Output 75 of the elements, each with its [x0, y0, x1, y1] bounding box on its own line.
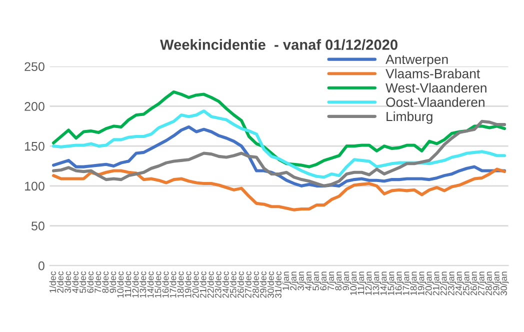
x-tick-label: 5/dec: [79, 271, 86, 293]
x-tick-label: 3/dec: [64, 271, 71, 293]
x-tick-label: 1/jan: [282, 272, 291, 290]
x-tick-label: 1/dec: [49, 271, 56, 293]
x-tick-label: 30/dec: [267, 271, 274, 298]
x-tick-label: 6/jan: [320, 272, 328, 290]
x-tick-label: 12/jan: [365, 272, 374, 296]
x-tick-label: 8/jan: [334, 272, 344, 290]
x-tick-label: 13/jan: [372, 272, 381, 296]
y-tick-label: 0: [38, 261, 44, 270]
x-tick-label: 29/jan: [492, 272, 502, 296]
x-tick-label: 22/dec: [207, 271, 214, 298]
legend-label: Limburg: [386, 111, 432, 124]
x-tick-label: 27/jan: [478, 272, 486, 296]
y-tick-label: 50: [32, 222, 44, 230]
x-tick-label: 26/jan: [470, 272, 479, 296]
x-tick-label: 16/jan: [395, 272, 404, 296]
x-tick-label: 4/dec: [72, 271, 79, 294]
legend-label: Oost-Vlaanderen: [386, 97, 484, 107]
x-tick-label: 24/jan: [455, 272, 464, 296]
x-tick-label: 8/dec: [102, 271, 109, 293]
x-tick-label: 20/jan: [425, 272, 434, 296]
x-tick-label: 10/dec: [116, 271, 124, 298]
x-tick-label: 17/dec: [170, 271, 176, 298]
x-tick-label: 23/jan: [448, 272, 456, 296]
x-tick-label: 10/jan: [350, 272, 358, 296]
x-tick-label: 17/jan: [402, 272, 412, 296]
x-tick-label: 11/jan: [358, 272, 366, 294]
x-tick-label: 7/dec: [94, 271, 102, 293]
x-tick-label: 2/dec: [56, 271, 64, 293]
x-tick-label: 21/dec: [200, 271, 206, 298]
x-tick-label: 25/jan: [462, 272, 472, 296]
x-tick-label: 18/jan: [410, 272, 419, 296]
y-tick-label: 100: [25, 182, 44, 191]
line-series: [52, 168, 506, 212]
x-tick-label: 12/dec: [132, 271, 139, 298]
x-tick-label: 26/dec: [237, 271, 244, 298]
x-tick-label: 14/jan: [380, 272, 388, 296]
x-tick-label: 11/dec: [124, 271, 132, 297]
x-tick-label: 3/jan: [297, 272, 306, 290]
x-tick-label: 5/jan: [312, 272, 321, 290]
x-tick-label: 9/dec: [109, 271, 116, 293]
x-tick-label: 27/dec: [244, 271, 252, 298]
x-tick-label: 4/jan: [304, 272, 314, 291]
x-tick-label: 9/jan: [342, 272, 351, 290]
legend-label: Vlaams-Brabant: [386, 68, 480, 78]
x-tick-label: 31/dec: [274, 271, 282, 298]
x-tick-label: 19/dec: [184, 271, 192, 298]
y-tick-label: 200: [24, 102, 44, 111]
x-tick-label: 18/dec: [177, 271, 184, 298]
y-tick-label: 250: [24, 62, 44, 72]
x-tick-label: 7/jan: [327, 272, 336, 290]
x-tick-label: 2/jan: [290, 272, 298, 290]
legend-label: Antwerpen: [386, 54, 448, 67]
x-tick-label: 14/dec: [147, 271, 154, 298]
x-tick-label: 21/jan: [432, 272, 442, 296]
x-tick-label: 25/dec: [230, 271, 236, 298]
y-tick-label: 150: [25, 142, 44, 151]
x-tick-label: 6/dec: [86, 271, 94, 293]
x-tick-label: 23/dec: [214, 271, 222, 298]
x-tick-label: 16/dec: [162, 271, 169, 298]
legend-label: West-Vlaanderen: [386, 82, 486, 93]
x-tick-label: 30/jan: [500, 272, 509, 296]
x-tick-label: 13/dec: [140, 271, 146, 298]
x-tick-label: 28/dec: [252, 271, 259, 298]
x-tick-label: 24/dec: [222, 271, 229, 298]
x-tick-label: 29/dec: [260, 271, 266, 298]
x-tick-label: 15/jan: [388, 272, 396, 296]
x-tick-label: 20/dec: [192, 271, 199, 298]
line-series: [52, 109, 506, 179]
x-tick-label: 15/dec: [154, 271, 162, 298]
x-tick-label: 22/jan: [440, 272, 449, 296]
x-tick-label: 19/jan: [418, 272, 426, 296]
x-tick-label: 28/jan: [485, 272, 494, 296]
chart-title: Weekincidentie - vanaf 01/12/2020: [160, 39, 398, 50]
